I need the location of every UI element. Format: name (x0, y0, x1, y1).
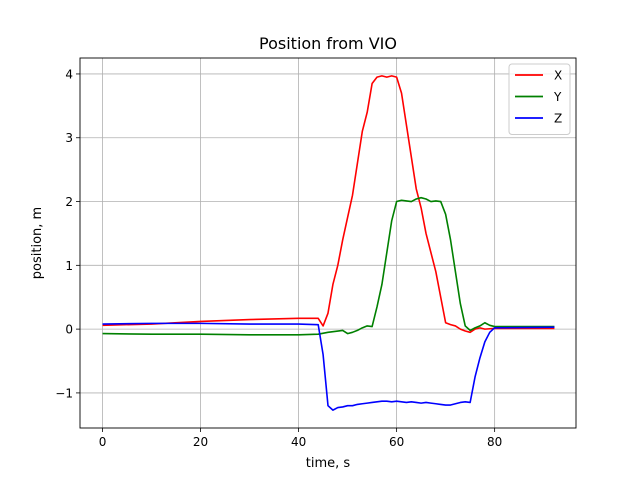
y-tick-label: 3 (65, 131, 73, 145)
x-axis-label: time, s (306, 456, 351, 471)
y-tick-label: 4 (65, 67, 73, 81)
x-tick-label: 0 (99, 435, 107, 449)
legend-label: X (554, 69, 562, 83)
x-tick-label: 20 (193, 435, 208, 449)
series-line-x (102, 75, 555, 334)
series-lines (102, 75, 555, 411)
x-tick-label: 60 (389, 435, 404, 449)
series-line-y (102, 196, 555, 336)
y-tick-label: −1 (55, 386, 73, 400)
y-tick-label: 0 (65, 323, 73, 337)
plot-frame (79, 57, 577, 429)
legend-label: Y (553, 90, 562, 104)
x-tick-label: 80 (487, 435, 502, 449)
grid (80, 58, 576, 428)
y-tick-label: 2 (65, 195, 73, 209)
y-axis-label: position, m (30, 207, 45, 279)
x-tick-label: 40 (291, 435, 306, 449)
y-tick-label: 1 (65, 259, 73, 273)
axis-ticks: 0 20 40 60 80 −1 0 1 2 3 4 (55, 67, 502, 449)
series-line-z (102, 322, 555, 411)
legend-box (508, 63, 571, 135)
legend-label: Z (554, 112, 562, 126)
chart-title: Position from VIO (259, 34, 397, 53)
legend: XYZ (508, 63, 571, 135)
